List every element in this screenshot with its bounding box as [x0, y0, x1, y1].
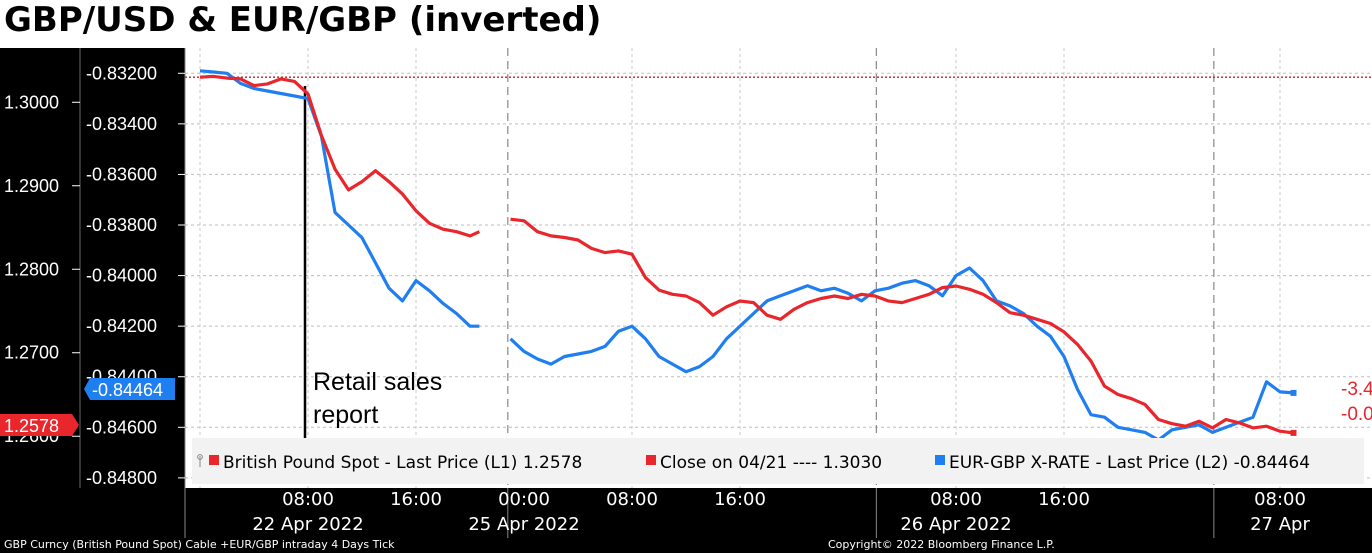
eurgbp-tick-5: -0.83800: [86, 215, 157, 235]
x-date-label-2: 25 Apr 2022: [468, 514, 579, 535]
x-time-label-0: 08:00: [282, 489, 334, 510]
current-eurgbp-badge: -0.84464: [84, 378, 175, 400]
series-lines: [199, 69, 1297, 442]
x-axis-labels: 08:00 22 Apr 2022 16:00 00:00 25 Apr 2022 08:…: [252, 489, 1310, 535]
eurgbp-axis-labels: -0.84800-0.84600-0.84400-0.84200-0.84000…: [86, 63, 185, 488]
legend-swatch-eurgbp: [935, 455, 945, 465]
series-1-end-marker: [1290, 389, 1297, 396]
eurgbp-tick-4: -0.84000: [86, 266, 157, 286]
x-time-label-1: 16:00: [390, 489, 442, 510]
legend: British Pound Spot - Last Price (L1) 1.2…: [192, 438, 1364, 484]
footer-background: [0, 538, 1372, 553]
annotation-line-1: Retail sales: [313, 368, 442, 396]
gbpusd-tick-2: 1.2800: [4, 259, 59, 279]
eurgbp-tick-3: -0.84200: [86, 316, 157, 336]
x-time-label-4: 16:00: [714, 489, 766, 510]
x-time-label-7: 08:00: [1254, 489, 1306, 510]
legend-swatch-gbpusd: [209, 455, 219, 465]
legend-pin-head-icon: [197, 454, 203, 460]
x-date-label-5: 26 Apr 2022: [900, 514, 1011, 535]
x-date-label-0: 22 Apr 2022: [252, 514, 363, 535]
footer-left: GBP Curncy (British Pound Spot) Cable +E…: [4, 538, 395, 551]
eurgbp-tick-0: -0.84800: [86, 468, 157, 488]
plot-area: [185, 48, 1372, 488]
x-time-label-2: 00:00: [498, 489, 550, 510]
legend-label-eurgbp: EUR-GBP X-RATE - Last Price (L2) -0.8446…: [949, 453, 1310, 473]
gbpusd-tick-4: 1.3000: [4, 92, 59, 112]
series-1-segment-1: [509, 266, 1294, 442]
x-date-label-7: 27 Apr: [1250, 514, 1310, 535]
chart-title: GBP/USD & EUR/GBP (inverted): [4, 0, 602, 40]
current-eurgbp-value: -0.84464: [92, 380, 163, 400]
x-time-label-6: 16:00: [1038, 489, 1090, 510]
right-label-2: -0.0: [1341, 404, 1372, 425]
bottom-axis-background: [0, 488, 1372, 538]
x-time-label-3: 08:00: [606, 489, 658, 510]
eurgbp-tick-1: -0.84600: [86, 417, 157, 437]
current-gbpusd-badge: 1.2578: [0, 414, 79, 436]
footer-right: Copyright© 2022 Bloomberg Finance L.P.: [828, 538, 1055, 551]
x-time-label-5: 08:00: [930, 489, 982, 510]
legend-label-gbpusd: British Pound Spot - Last Price (L1) 1.2…: [223, 453, 582, 473]
eurgbp-tick-8: -0.83200: [86, 63, 157, 83]
legend-box: [192, 438, 1364, 484]
annotation-line-2: report: [313, 401, 378, 429]
vertical-gridlines: [199, 48, 1281, 488]
series-0-segment-1: [510, 217, 1294, 435]
current-gbpusd-value: 1.2578: [4, 416, 59, 436]
day-separators: [184, 48, 1215, 538]
right-label-1: -3.4: [1341, 379, 1372, 400]
eurgbp-tick-7: -0.83400: [86, 114, 157, 134]
series-1-segment-0: [199, 69, 480, 328]
series-0-end-marker: [1290, 429, 1297, 436]
gbpusd-tick-3: 1.2900: [4, 176, 59, 196]
legend-swatch-close: [646, 455, 656, 465]
legend-label-close: Close on 04/21 ---- 1.3030: [660, 453, 882, 473]
eurgbp-tick-6: -0.83600: [86, 164, 157, 184]
series-0-segment-0: [199, 74, 481, 238]
gbpusd-tick-1: 1.2700: [4, 343, 59, 363]
